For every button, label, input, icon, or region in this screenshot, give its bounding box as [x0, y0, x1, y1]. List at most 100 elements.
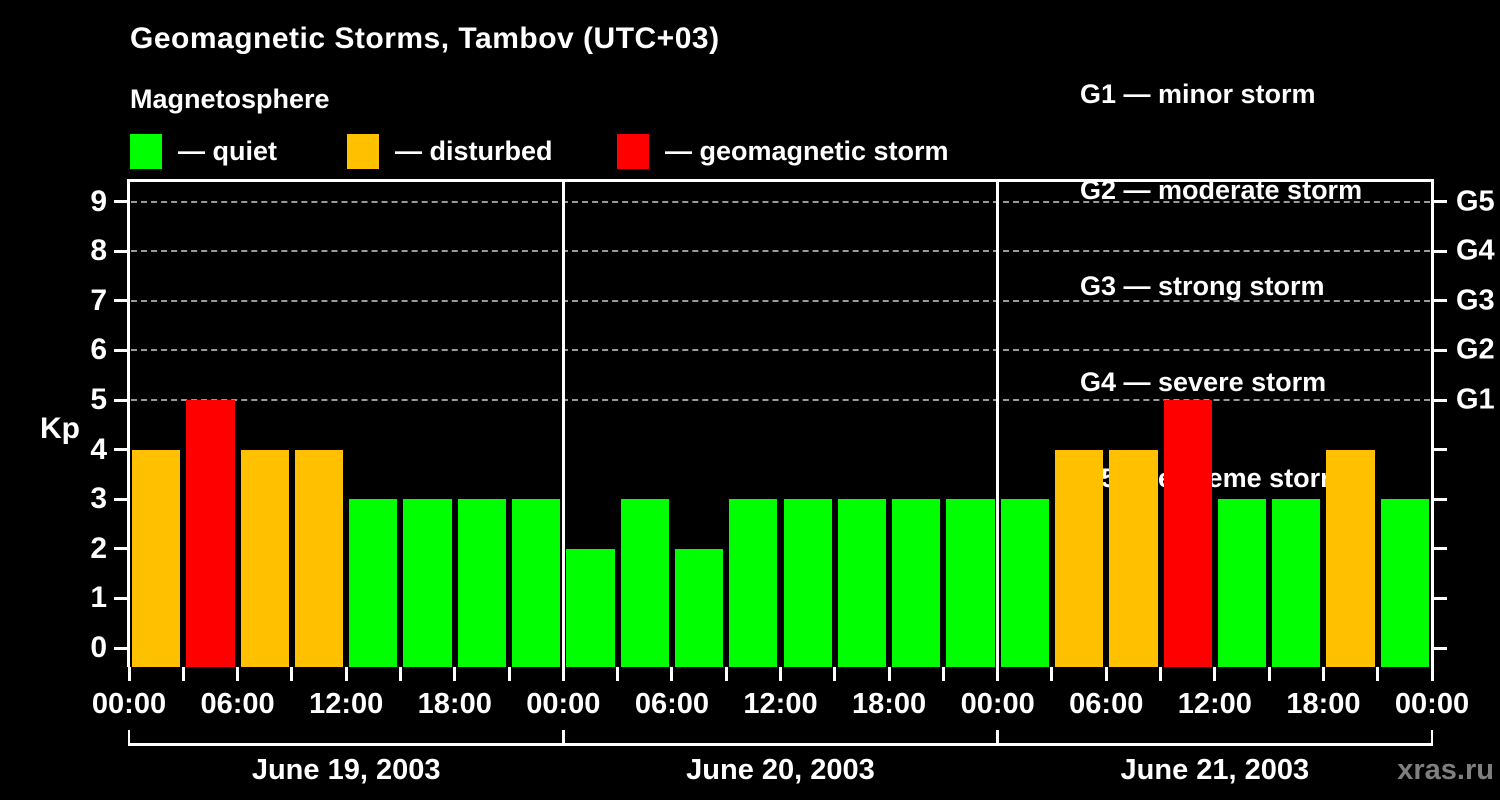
y-tick-label: 6	[90, 333, 107, 367]
x-tick-label: 06:00	[1069, 688, 1144, 720]
y-tick-label: 9	[90, 184, 107, 218]
y-tick-label: 5	[90, 383, 107, 416]
y-axis-title: Kp	[40, 412, 80, 445]
right-axis-label-g2: G2	[1456, 333, 1495, 366]
y-axis-tick	[114, 200, 129, 204]
y-axis-tick	[114, 497, 129, 501]
y-axis-tick	[114, 596, 129, 600]
right-axis-label-g1: G1	[1456, 383, 1495, 416]
quiet-color-swatch	[130, 133, 162, 169]
right-axis-tick	[1432, 200, 1447, 204]
legend-label-quiet: — quiet	[178, 135, 277, 166]
y-tick-label: 2	[90, 531, 107, 565]
x-axis-tick	[1376, 667, 1380, 681]
kp-bar	[1272, 499, 1321, 667]
x-axis-tick	[1267, 667, 1271, 681]
x-axis-tick	[616, 667, 620, 681]
y-axis-tick	[114, 299, 129, 303]
grid-line-kp6	[131, 349, 1430, 352]
x-axis-tick	[290, 667, 294, 681]
date-bracket-tick	[562, 730, 565, 744]
storm-scale-item-g4: G4 — severe storm	[1080, 367, 1327, 397]
kp-bar	[294, 449, 344, 667]
storm-scale-item-g3: G3 — strong storm	[1080, 271, 1325, 301]
x-axis-tick	[1050, 667, 1054, 681]
kp-bar	[783, 499, 832, 667]
y-tick-label: 3	[90, 482, 107, 516]
legend-item-quiet: — quiet	[130, 131, 277, 171]
right-axis-tick	[1432, 596, 1447, 600]
x-tick-label: 00:00	[91, 688, 167, 720]
kp-bar	[1163, 400, 1212, 667]
x-tick-label: 12:00	[309, 688, 384, 720]
x-axis-tick	[1213, 667, 1217, 681]
kp-bar	[674, 548, 724, 667]
x-tick-label: 00:00	[960, 688, 1035, 720]
grid-line-kp9	[131, 200, 1430, 203]
y-tick-label: 0	[90, 631, 107, 664]
x-axis-tick	[779, 667, 782, 681]
plot-frame-left	[127, 179, 130, 667]
x-tick-label: 18:00	[851, 688, 927, 720]
x-axis-tick	[996, 667, 1000, 681]
right-axis-tick	[1432, 547, 1447, 551]
x-axis-tick	[181, 667, 185, 681]
kp-bar	[729, 499, 778, 667]
x-tick-label: 12:00	[743, 688, 818, 720]
right-axis-label-g4: G4	[1456, 234, 1495, 267]
date-label: June 21, 2003	[1120, 754, 1310, 786]
y-tick-label: 1	[90, 581, 107, 615]
kp-bar	[186, 400, 235, 667]
kp-bar	[946, 499, 995, 667]
date-bracket-tick	[996, 730, 999, 744]
date-label: June 19, 2003	[251, 754, 441, 786]
x-tick-label: 06:00	[200, 688, 275, 720]
right-axis-tick	[1432, 448, 1447, 452]
y-axis-tick	[114, 348, 129, 352]
x-tick-label: 00:00	[526, 688, 601, 720]
kp-bar	[1000, 499, 1049, 667]
x-axis-tick	[1430, 667, 1434, 681]
grid-line-kp5	[131, 399, 1430, 401]
x-axis-tick	[453, 667, 457, 681]
y-tick-label: 4	[90, 432, 107, 466]
kp-bar	[1217, 499, 1267, 667]
legend-label-storm: — geomagnetic storm	[665, 135, 949, 166]
right-axis-label-g5: G5	[1456, 185, 1495, 218]
page-title: Geomagnetic Storms, Tambov (UTC+03)	[130, 22, 720, 55]
x-axis-tick	[1104, 667, 1108, 681]
kp-bar	[132, 449, 181, 667]
kp-bar	[457, 499, 507, 667]
day-separator	[561, 181, 565, 681]
x-axis-tick	[833, 667, 837, 681]
x-tick-label: 12:00	[1177, 688, 1252, 720]
disturbed-color-swatch	[347, 133, 379, 169]
kp-bar	[1054, 449, 1104, 667]
x-axis-tick	[941, 667, 945, 681]
storm-scale-item-g1: G1 — minor storm	[1080, 79, 1316, 109]
x-tick-label: 06:00	[634, 688, 709, 720]
kp-bar	[1380, 499, 1429, 667]
kp-bar	[403, 499, 452, 667]
right-axis-label-g3: G3	[1456, 284, 1495, 317]
x-axis-tick	[1321, 667, 1325, 681]
legend-item-disturbed: — disturbed	[347, 131, 553, 171]
kp-bar	[349, 499, 398, 667]
grid-line-kp7	[131, 299, 1430, 302]
y-axis-tick	[114, 547, 129, 551]
x-axis-tick	[398, 667, 402, 681]
x-axis-tick	[507, 667, 511, 681]
y-axis-tick	[114, 249, 129, 253]
plot-frame-right	[1431, 179, 1434, 667]
right-axis-tick	[1432, 299, 1447, 303]
date-bracket-line	[128, 743, 1433, 746]
x-axis-tick	[236, 667, 240, 681]
legend-item-storm: — geomagnetic storm	[617, 131, 949, 171]
date-bracket-tick	[1430, 730, 1434, 744]
kp-bar	[1326, 449, 1375, 667]
x-axis-tick	[344, 667, 348, 681]
x-axis-tick	[724, 667, 728, 681]
legend-label-disturbed: — disturbed	[395, 135, 553, 166]
x-axis-tick	[127, 667, 131, 681]
